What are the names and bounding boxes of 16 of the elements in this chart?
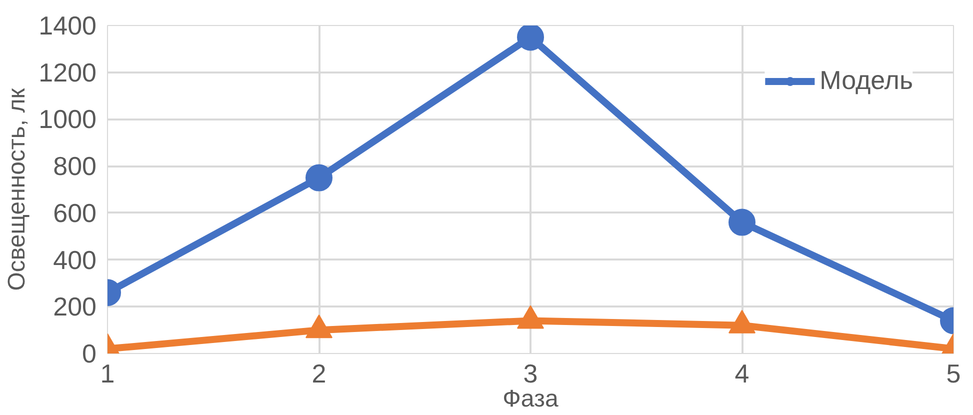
y-tick-label: 200 <box>53 292 97 322</box>
x-tick-label: 3 <box>523 358 538 388</box>
x-tick-label: 2 <box>312 358 326 388</box>
y-tick-label: 0 <box>82 338 97 368</box>
y-tick-label: 1400 <box>38 10 97 40</box>
x-tick-label: 4 <box>734 358 750 388</box>
y-tick-label: 600 <box>53 198 97 228</box>
legend-label: Модель <box>820 65 913 96</box>
y-tick-label: 1000 <box>38 104 97 134</box>
y-tick-label: 1200 <box>38 57 97 88</box>
x-tick-label: 5 <box>946 358 961 388</box>
y-tick-label: 800 <box>53 151 97 182</box>
x-tick-label: 1 <box>100 358 115 388</box>
x-axis-title: Фаза <box>502 386 559 412</box>
y-tick-label: 400 <box>53 244 97 275</box>
y-axis-title: Освещенность, лк <box>4 88 31 291</box>
